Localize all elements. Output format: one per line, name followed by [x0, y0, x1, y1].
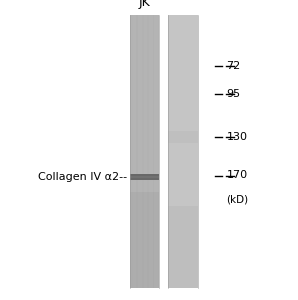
Bar	[130, 176, 159, 178]
Bar	[130, 193, 159, 288]
Bar	[153, 15, 154, 288]
Bar	[131, 15, 133, 288]
Text: 130: 130	[226, 131, 247, 142]
Text: 170: 170	[226, 170, 248, 181]
Bar	[142, 15, 144, 288]
Bar	[130, 174, 159, 180]
Text: 72: 72	[226, 61, 241, 71]
Bar	[158, 15, 160, 288]
Text: JK: JK	[139, 0, 150, 9]
Bar	[168, 206, 198, 288]
Bar	[147, 15, 149, 288]
Text: Collagen IV α2--: Collagen IV α2--	[38, 172, 127, 182]
Text: 95: 95	[226, 89, 240, 100]
Bar	[168, 15, 198, 288]
Bar	[168, 130, 198, 142]
Text: (kD): (kD)	[226, 194, 249, 205]
Bar	[136, 15, 138, 288]
Bar	[130, 15, 159, 288]
